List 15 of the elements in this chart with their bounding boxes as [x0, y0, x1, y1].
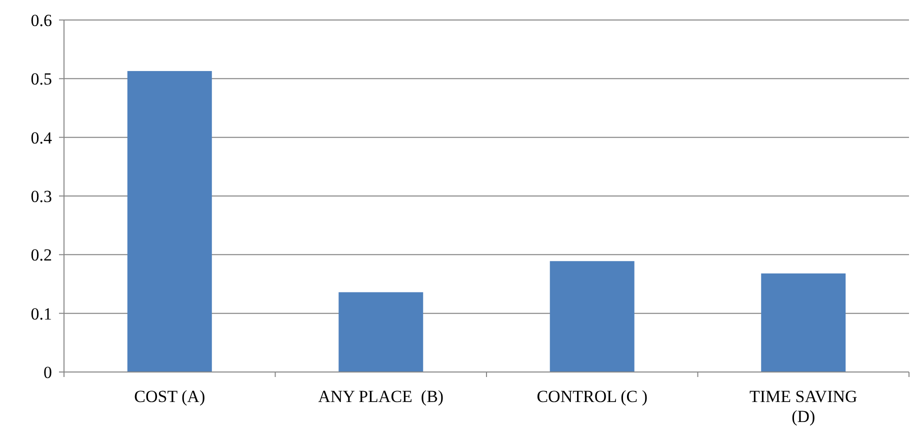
y-tick-label: 0.2: [30, 246, 52, 265]
x-tick-label: ANY PLACE (B): [318, 387, 444, 406]
y-tick-label: 0: [44, 362, 52, 382]
bar: [127, 71, 212, 372]
x-tick-label: COST (A): [134, 387, 206, 406]
y-tick-label: 0.5: [30, 70, 52, 89]
y-tick-label: 0.3: [30, 186, 52, 206]
y-tick-label: 0.6: [30, 10, 52, 30]
bar: [550, 261, 634, 372]
x-tick-label: CONTROL (C ): [536, 387, 648, 406]
y-tick-label: 0.1: [30, 304, 52, 324]
y-tick-label: 0.4: [30, 128, 52, 148]
bar: [761, 273, 846, 372]
x-tick-label: TIME SAVING (D): [749, 387, 858, 426]
bar: [338, 292, 424, 372]
